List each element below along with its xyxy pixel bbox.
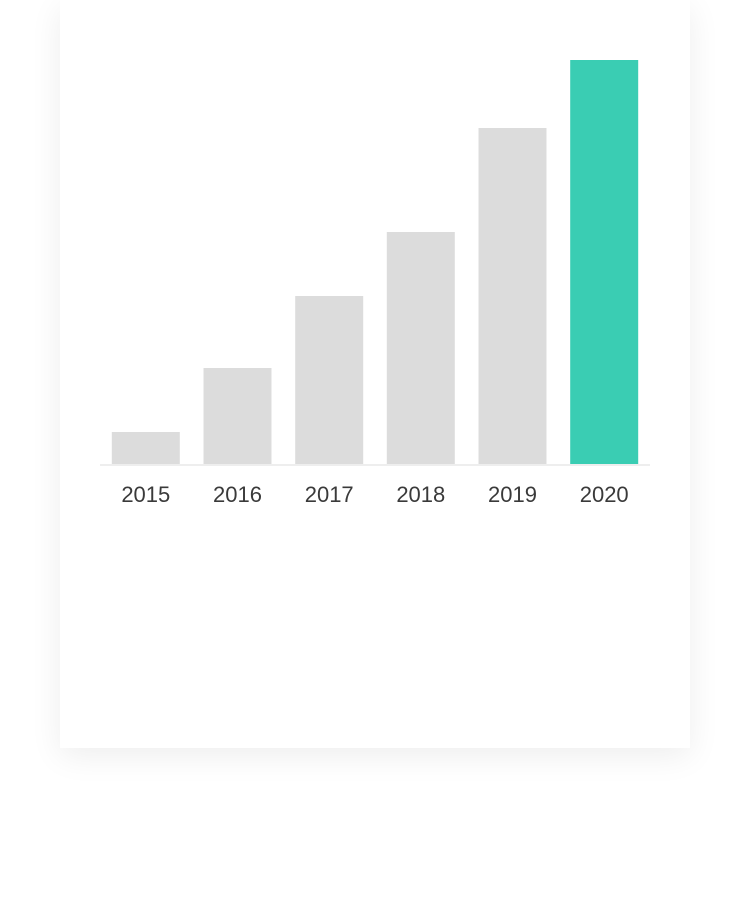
x-tick-label-2019: 2019	[488, 482, 537, 507]
bar-2018	[386, 232, 455, 464]
bar-2019	[478, 128, 547, 464]
x-axis-ticks: 2015 2016 2017 2018 2019 2020	[121, 482, 628, 507]
bar-2015	[111, 432, 180, 464]
x-tick-label-2017: 2017	[305, 482, 354, 507]
bar-2020	[570, 60, 639, 464]
bars-group	[111, 60, 639, 464]
x-tick-label-2015: 2015	[121, 482, 170, 507]
bar-2017	[295, 296, 364, 464]
bar-2016	[203, 368, 272, 464]
x-tick-label-2020: 2020	[580, 482, 629, 507]
x-tick-label-2018: 2018	[396, 482, 445, 507]
x-tick-label-2016: 2016	[213, 482, 262, 507]
